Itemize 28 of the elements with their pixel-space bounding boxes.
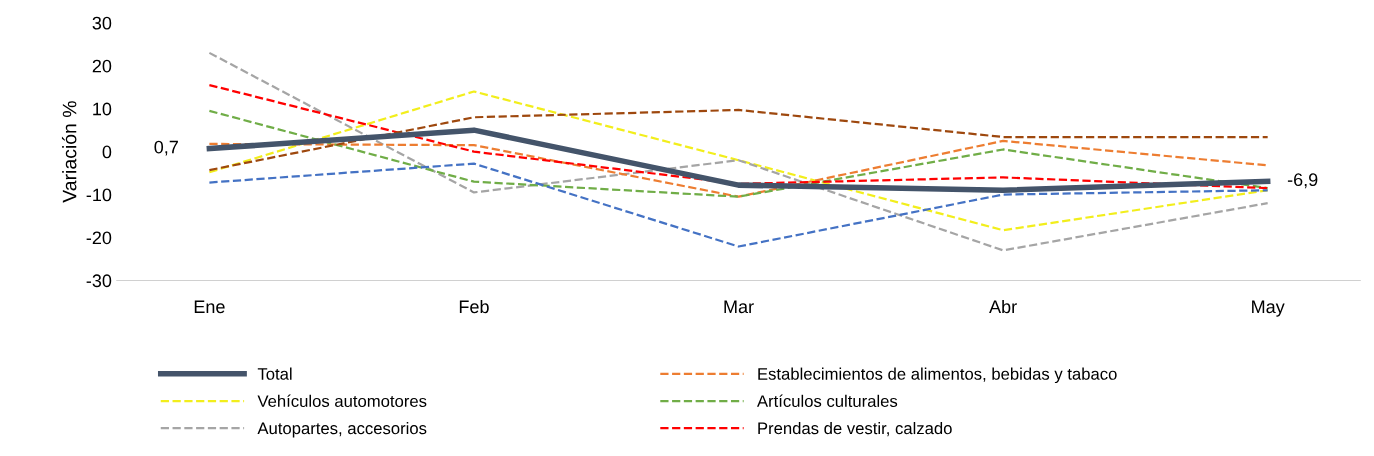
x-tick-label: Mar [724, 300, 754, 314]
y-tick-label: 10 [93, 102, 112, 116]
legend-label: Artículos culturales [757, 394, 898, 408]
line-series [208, 83, 1269, 190]
legend-label: Prendas de vestir, calzado [758, 421, 952, 437]
y-axis-title: Variación % [61, 101, 77, 203]
line-series [208, 108, 1269, 172]
y-tick-label: -30 [86, 274, 112, 288]
x-tick-label: Ene [194, 300, 225, 314]
data-label: 0,7 [154, 140, 178, 156]
y-tick-label: 0 [102, 145, 112, 159]
data-label: -6,9 [1287, 173, 1318, 189]
legend-label: Vehículos automotores [257, 394, 427, 408]
line-series [208, 90, 1269, 232]
x-tick-label: Feb [459, 299, 489, 314]
y-tick-label: -10 [86, 188, 112, 202]
y-tick-label: -20 [86, 231, 112, 245]
line-series [208, 51, 1269, 252]
x-tick-label: May [1252, 300, 1285, 317]
y-tick-label: 30 [92, 16, 112, 30]
line-series [208, 109, 1269, 198]
x-tick-label: Abr [989, 299, 1017, 314]
legend-label: Total [257, 367, 292, 380]
legend-label: Autopartes, accesorios [257, 421, 427, 438]
line-series [208, 162, 1269, 248]
line-series [208, 139, 1269, 198]
legend-label: Establecimientos de alimentos, bebidas y tabaco [758, 367, 1117, 384]
y-tick-label: 20 [92, 59, 112, 73]
